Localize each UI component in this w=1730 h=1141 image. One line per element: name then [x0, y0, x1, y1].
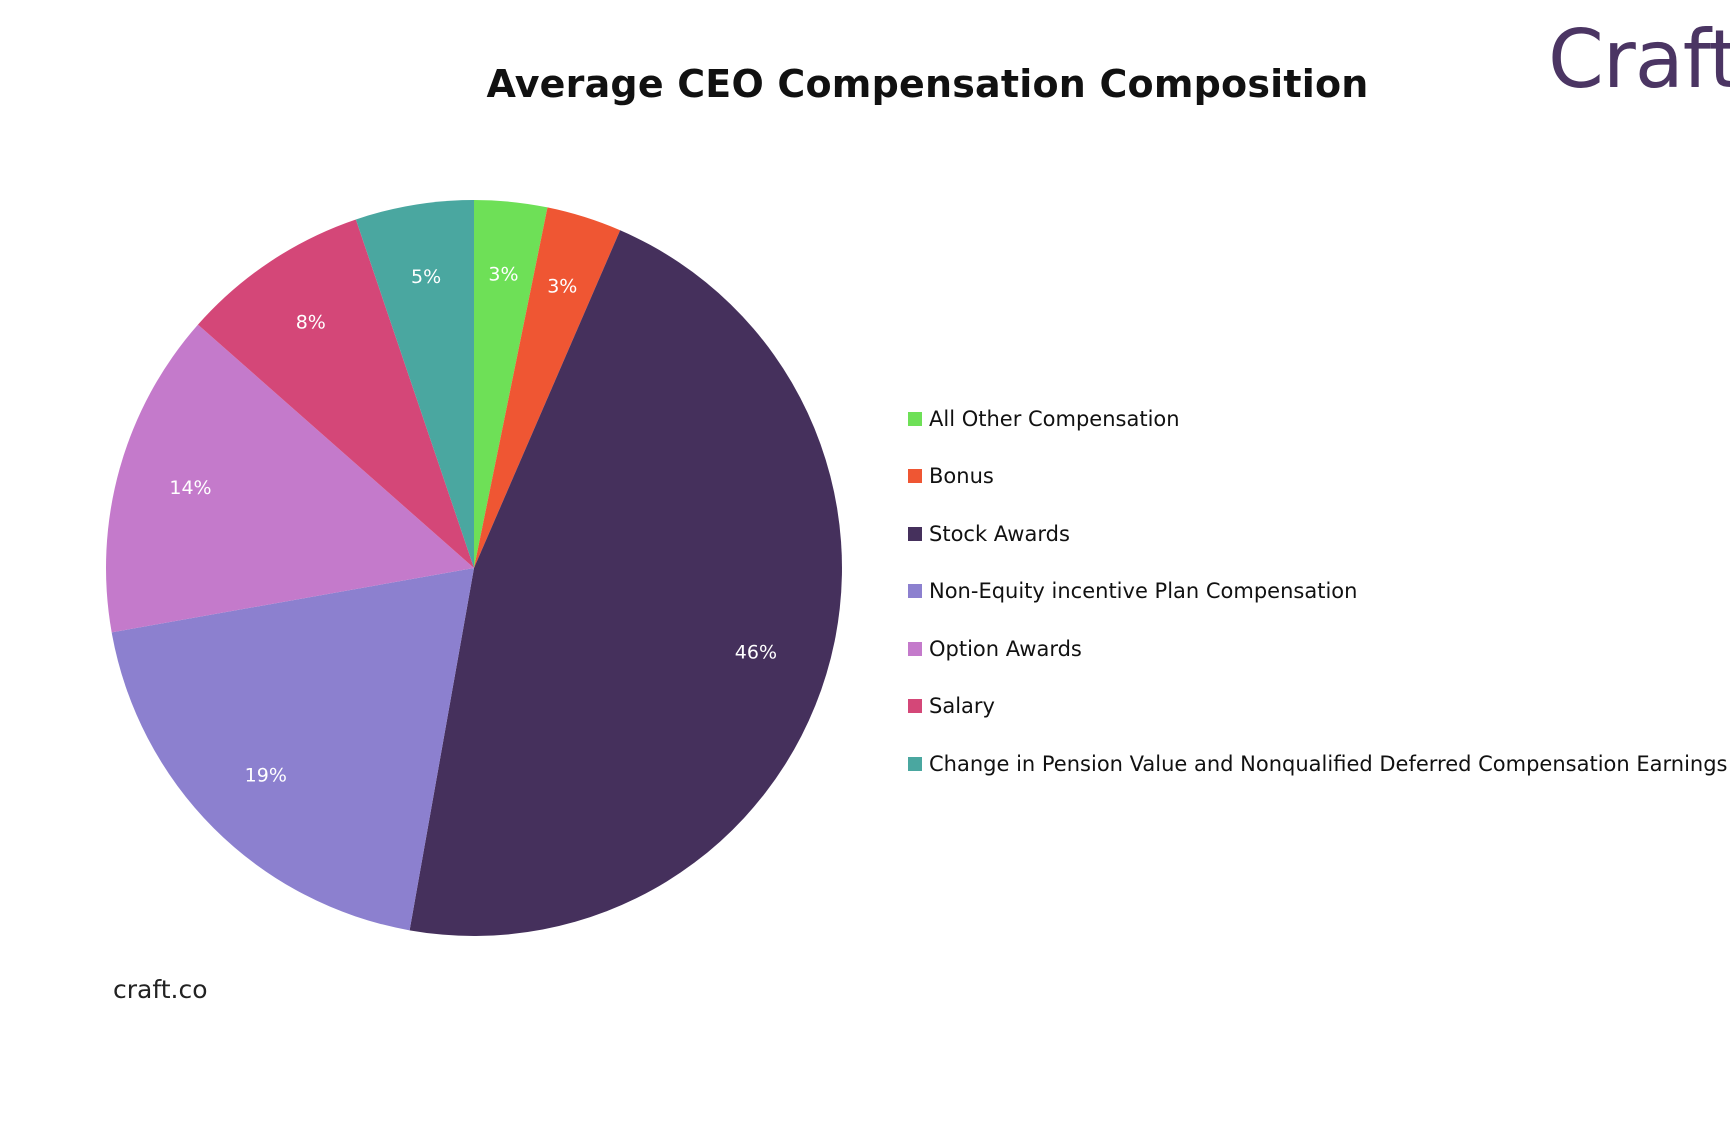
legend-label: Option Awards — [929, 636, 1082, 661]
pie-slices — [106, 200, 842, 936]
legend-label: All Other Compensation — [929, 406, 1180, 431]
pie-slice-label: 19% — [245, 765, 287, 787]
pie-slice — [197, 219, 474, 568]
legend-label: Stock Awards — [929, 521, 1070, 546]
pie-slice-label: 46% — [735, 641, 777, 663]
pie-slice-labels: 3% 3% 46% 19% 14% 8% 5% — [169, 264, 777, 787]
legend-label: Change in Pension Value and Nonqualified… — [929, 751, 1728, 776]
pie-slice — [106, 324, 475, 633]
legend-label: Salary — [929, 694, 995, 719]
pie-slice — [474, 207, 621, 568]
legend-swatch — [908, 526, 922, 541]
footer-source: craft.co — [113, 975, 208, 1004]
legend-swatch — [908, 756, 922, 771]
legend-item: Salary — [908, 678, 1728, 736]
legend-item: Bonus — [908, 448, 1728, 506]
legend-swatch — [908, 411, 922, 426]
pie-slice-label: 3% — [547, 276, 577, 298]
pie-slice-label: 14% — [169, 477, 211, 499]
pie-slice-label: 5% — [411, 266, 441, 288]
pie-slice — [409, 230, 842, 936]
pie-slice-label: 3% — [488, 264, 518, 286]
legend-label: Bonus — [929, 464, 994, 489]
legend-item: Non-Equity incentive Plan Compensation — [908, 563, 1728, 621]
legend-swatch — [908, 699, 922, 714]
legend-swatch — [908, 641, 922, 656]
pie-slice — [111, 568, 475, 931]
legend-item: Option Awards — [908, 620, 1728, 678]
legend-item: Stock Awards — [908, 505, 1728, 563]
legend-swatch — [908, 469, 922, 484]
legend-item: All Other Compensation — [908, 390, 1728, 448]
craft-logo: Craft — [1548, 13, 1730, 106]
pie-slice — [474, 200, 548, 568]
pie-slice — [355, 200, 474, 568]
chart-title: Average CEO Compensation Composition — [486, 62, 1369, 106]
pie-slice-label: 8% — [296, 312, 326, 334]
legend-swatch — [908, 584, 922, 599]
legend-label: Non-Equity incentive Plan Compensation — [929, 579, 1358, 604]
legend-item: Change in Pension Value and Nonqualified… — [908, 735, 1728, 793]
chart-legend: All Other Compensation Bonus Stock Awards N… — [908, 390, 1728, 793]
